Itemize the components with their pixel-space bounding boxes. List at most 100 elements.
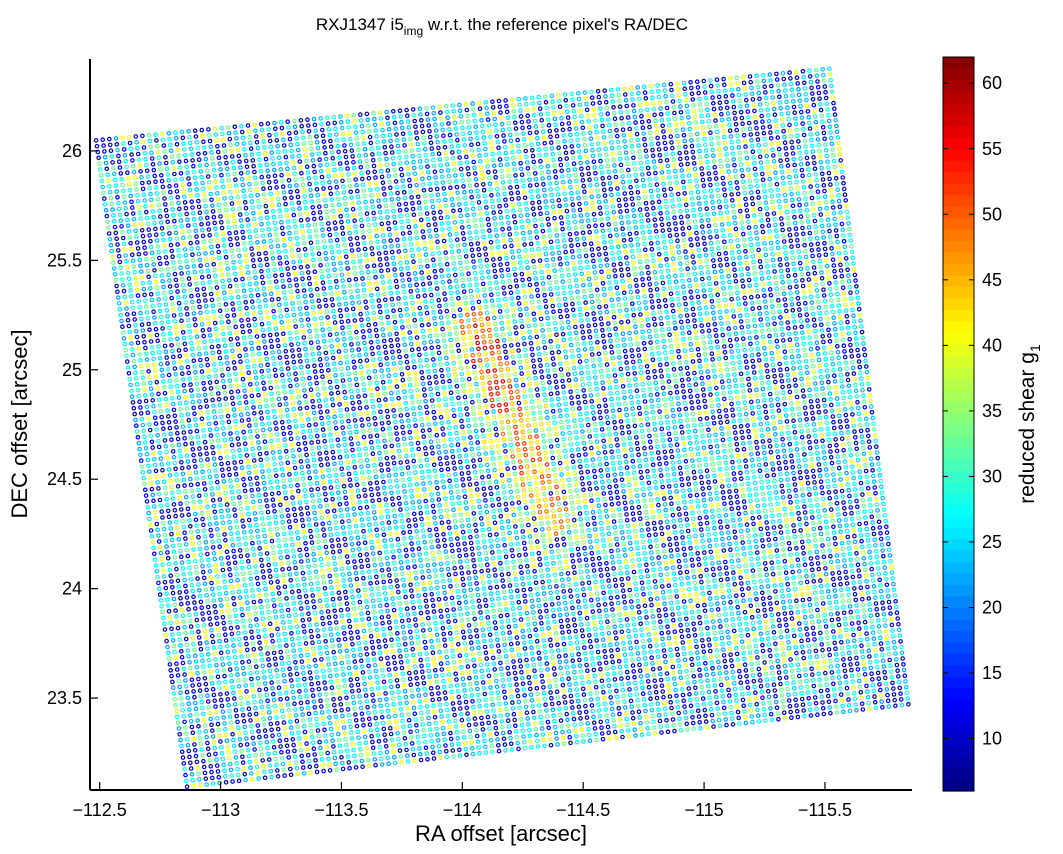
data-point — [201, 758, 206, 764]
data-point — [175, 483, 181, 489]
data-point — [175, 673, 181, 678]
data-point — [134, 140, 139, 145]
data-point — [157, 497, 163, 503]
data-point — [201, 717, 207, 723]
data-point — [111, 218, 117, 224]
data-point — [138, 216, 143, 221]
data-point — [122, 153, 128, 158]
data-point — [102, 154, 108, 160]
data-point — [93, 138, 99, 143]
data-point — [159, 462, 165, 467]
data-point — [184, 778, 189, 784]
data-point — [196, 723, 201, 729]
data-point — [158, 550, 164, 556]
chart-title-subscript: img — [404, 24, 423, 38]
data-point — [179, 554, 184, 560]
data-point — [98, 173, 104, 178]
data-point — [123, 253, 129, 258]
data-point — [146, 274, 152, 280]
data-point — [131, 169, 137, 175]
data-point — [156, 580, 161, 586]
data-point — [194, 617, 200, 623]
data-point — [184, 737, 190, 742]
data-point — [144, 451, 150, 457]
data-point — [115, 289, 120, 295]
data-point — [143, 351, 149, 357]
data-point — [108, 148, 114, 154]
data-point — [165, 508, 171, 514]
data-point — [181, 761, 187, 766]
data-point — [179, 459, 184, 465]
data-points — [93, 66, 911, 790]
data-point — [143, 345, 148, 351]
data-point — [165, 555, 171, 561]
data-point — [144, 209, 149, 215]
data-point — [177, 590, 183, 595]
data-point — [166, 561, 172, 567]
data-point — [166, 608, 172, 614]
plot-area: −112.5 −113 −113.5 −114 −114.5 −115 −115.5 23.… — [47, 59, 912, 820]
data-point — [190, 541, 196, 547]
data-point — [139, 222, 144, 227]
data-point — [152, 415, 158, 421]
data-point — [189, 582, 195, 588]
data-point — [173, 419, 178, 424]
data-point — [122, 247, 128, 253]
data-point — [201, 711, 206, 717]
data-point — [178, 454, 183, 459]
data-point — [167, 472, 173, 478]
data-point — [143, 251, 148, 256]
data-point — [175, 531, 181, 536]
data-point — [113, 230, 119, 236]
data-point — [182, 577, 187, 583]
data-point — [125, 217, 130, 223]
data-point — [186, 559, 191, 565]
data-point — [121, 147, 127, 152]
data-point — [212, 745, 218, 751]
data-point — [176, 584, 182, 589]
data-point — [188, 665, 193, 671]
data-point — [153, 326, 159, 332]
data-point — [131, 311, 137, 317]
data-point — [141, 239, 147, 245]
data-point — [121, 141, 126, 146]
data-point — [170, 685, 176, 691]
data-point — [102, 196, 107, 201]
data-point — [169, 484, 174, 490]
data-point — [166, 366, 171, 372]
data-point — [152, 504, 157, 509]
data-point — [179, 607, 185, 613]
data-point — [187, 707, 192, 712]
data-point — [199, 699, 205, 705]
data-point — [130, 163, 136, 169]
data-point — [161, 379, 166, 384]
data-point — [146, 463, 151, 469]
data-point — [171, 596, 177, 602]
data-point — [138, 357, 143, 363]
data-point — [147, 469, 152, 474]
data-point — [133, 370, 138, 375]
data-point — [120, 330, 126, 335]
data-point — [121, 336, 127, 341]
data-point — [166, 467, 172, 472]
data-point — [169, 437, 174, 443]
data-point — [142, 198, 148, 203]
data-point — [162, 532, 168, 538]
data-point — [125, 312, 130, 317]
data-point — [134, 287, 140, 293]
data-point — [116, 153, 121, 159]
data-point — [196, 676, 201, 682]
data-point — [158, 314, 164, 320]
data-point — [200, 753, 205, 758]
data-point — [156, 539, 162, 544]
data-point — [197, 688, 203, 693]
data-point — [190, 588, 196, 594]
data-point — [180, 613, 186, 619]
data-point — [187, 754, 192, 760]
chart-title: RXJ1347 i5img w.r.t. the reference pixel… — [316, 15, 688, 38]
data-point — [174, 572, 180, 578]
data-point — [139, 174, 144, 180]
data-point — [140, 186, 146, 192]
data-point — [124, 211, 129, 217]
data-point — [198, 741, 204, 747]
